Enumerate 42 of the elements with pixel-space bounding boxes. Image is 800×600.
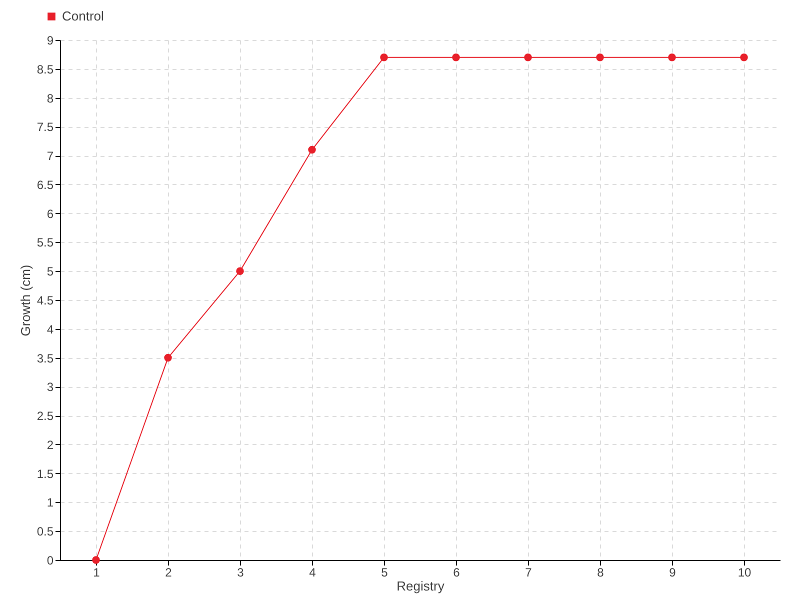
y-tick-label: 2 bbox=[46, 438, 54, 452]
x-tick-label: 8 bbox=[597, 566, 604, 580]
point bbox=[308, 146, 316, 154]
y-tick-label: 5 bbox=[46, 264, 54, 279]
x-tick-label: 4 bbox=[309, 566, 316, 580]
point bbox=[164, 354, 172, 362]
y-tick-label: 5.5 bbox=[36, 236, 54, 250]
y-tick-label: 6 bbox=[46, 206, 54, 221]
y-tick-label: 3.5 bbox=[36, 351, 54, 366]
x-tick-label: 6 bbox=[453, 566, 460, 580]
y-tick-label: 8 bbox=[46, 91, 54, 106]
point bbox=[236, 267, 244, 275]
legend-label: Control bbox=[62, 8, 104, 24]
x-tick-label: 2 bbox=[165, 566, 172, 580]
point bbox=[668, 53, 676, 62]
y-tick-label: 2.5 bbox=[36, 409, 54, 424]
point bbox=[596, 53, 604, 62]
x-tick-label: 5 bbox=[381, 566, 388, 580]
y-tick-label: 7 bbox=[46, 149, 54, 164]
point bbox=[524, 53, 532, 62]
y-tick-label: 8.5 bbox=[36, 62, 54, 76]
y-tick-label: 6.5 bbox=[36, 178, 54, 192]
x-tick-label: 3 bbox=[237, 566, 244, 580]
point bbox=[92, 556, 100, 564]
x-tick-label: 1 bbox=[93, 566, 100, 580]
point bbox=[380, 53, 388, 62]
y-tick-label: 3 bbox=[46, 380, 54, 394]
y-tick-label: 7.5 bbox=[36, 120, 54, 134]
y-tick-label: 4.5 bbox=[36, 294, 54, 308]
y-tick-label: 0 bbox=[46, 554, 54, 568]
y-tick-label: 9 bbox=[46, 34, 54, 48]
y-tick-label: 4 bbox=[46, 322, 54, 336]
point bbox=[452, 53, 460, 62]
y-tick-label: 1 bbox=[46, 496, 54, 510]
y-tick-label: 0.5 bbox=[36, 524, 54, 539]
point bbox=[740, 53, 748, 62]
x-tick-label: 7 bbox=[525, 566, 532, 580]
y-tick-label: 1.5 bbox=[36, 466, 54, 481]
y-axis-title: Growth (cm) bbox=[18, 264, 33, 336]
x-tick-label: 9 bbox=[669, 566, 676, 580]
x-tick-label: 10 bbox=[738, 566, 752, 580]
x-axis-title: Registry bbox=[396, 578, 445, 594]
